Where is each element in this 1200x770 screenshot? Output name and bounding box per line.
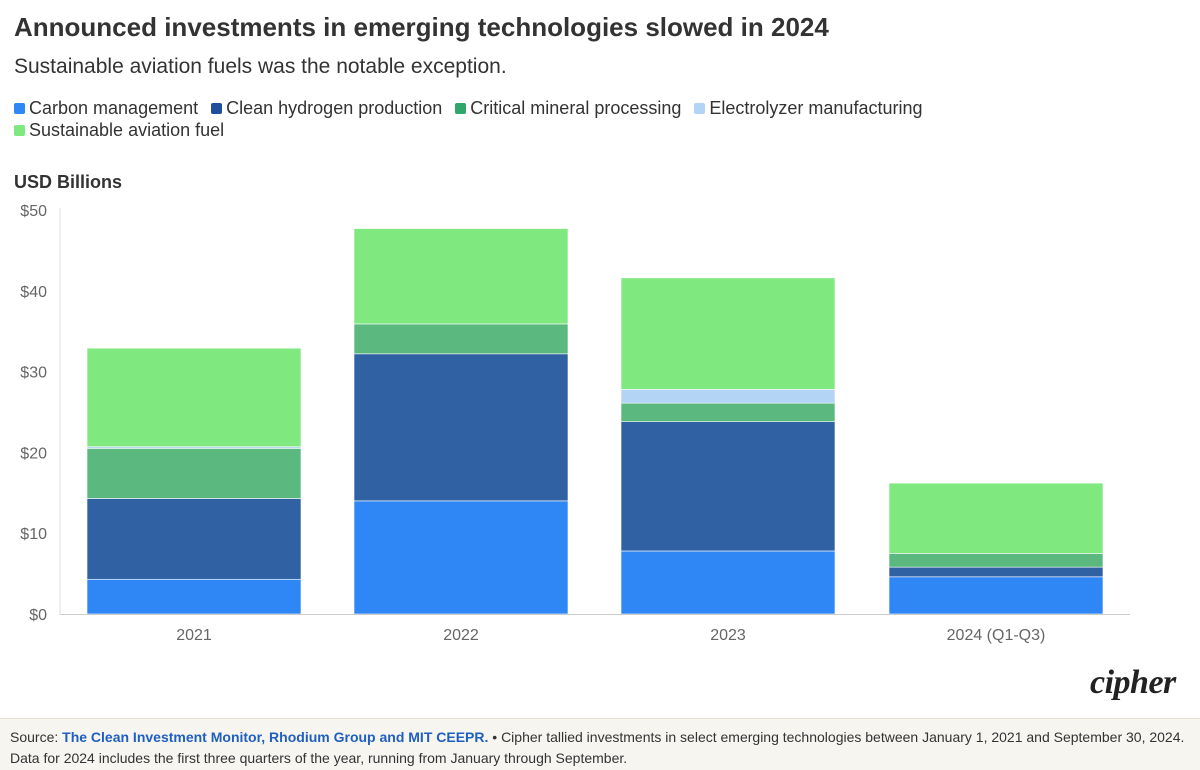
legend-item-carbon-management[interactable]: Carbon management: [14, 97, 198, 119]
bar-segment: [620, 402, 836, 422]
bar-segment: [620, 550, 836, 615]
stacked-bar-chart: $0 $10 $20 $30 $40 $50 2021 2022 2023 2024 (Q1-Q3…: [20, 203, 1130, 644]
legend-label: Critical mineral processing: [470, 98, 682, 118]
source-note: • Cipher tallied investments in select e…: [10, 729, 1185, 766]
legend-item-electrolyzer[interactable]: Electrolyzer manufacturing: [694, 97, 922, 119]
y-tick-label: $20: [20, 445, 47, 462]
bar-segment: [620, 421, 836, 552]
bar-segment: [353, 500, 569, 615]
bar-segment: [620, 277, 836, 390]
source-prefix: Source:: [10, 729, 63, 745]
x-tick-label: 2023: [710, 627, 746, 644]
chart-subtitle: Sustainable aviation fuels was the notab…: [14, 55, 507, 78]
y-tick-label: $0: [29, 607, 47, 624]
bar-segment: [888, 566, 1104, 578]
legend-label: Carbon management: [29, 98, 199, 118]
legend-label: Clean hydrogen production: [226, 98, 443, 118]
chart-title: Announced investments in emerging techno…: [14, 12, 829, 42]
bar-segment: [888, 576, 1104, 615]
y-tick-label: $50: [20, 203, 47, 220]
cipher-logo: cipher: [1090, 664, 1176, 701]
legend-swatch: [694, 103, 706, 114]
legend: Carbon management Clean hydrogen product…: [14, 97, 1014, 141]
x-tick-label: 2021: [176, 627, 212, 644]
y-tick-label: $30: [20, 365, 47, 382]
bar-segment: [86, 578, 302, 615]
legend-item-sustainable-aviation-fuel[interactable]: Sustainable aviation fuel: [14, 119, 1006, 141]
x-tick-label: 2024 (Q1-Q3): [947, 627, 1046, 644]
legend-item-critical-mineral[interactable]: Critical mineral processing: [455, 97, 681, 119]
legend-swatch: [14, 125, 25, 136]
bar-segment: [620, 389, 836, 404]
y-axis-unit-label: USD Billions: [14, 172, 123, 192]
bar-segment: [353, 353, 569, 502]
legend-item-clean-hydrogen[interactable]: Clean hydrogen production: [211, 97, 442, 119]
legend-swatch: [14, 103, 25, 114]
y-tick-label: $10: [20, 526, 47, 543]
legend-label: Electrolyzer manufacturing: [709, 98, 923, 118]
bar-segment: [86, 347, 302, 448]
bar-segment: [353, 323, 569, 355]
source-link[interactable]: The Clean Investment Monitor, Rhodium Gr…: [62, 729, 489, 745]
bar-segment: [86, 448, 302, 499]
legend-swatch: [455, 103, 467, 114]
x-tick-label: 2022: [443, 627, 479, 644]
bar-segment: [86, 498, 302, 580]
legend-swatch: [211, 103, 223, 114]
bar-segment: [888, 482, 1104, 554]
footer-source-text: Source: The Clean Investment Monitor, Rh…: [10, 727, 1185, 769]
y-tick-label: $40: [20, 284, 47, 301]
bar-segment: [888, 553, 1104, 568]
bar-segment: [353, 228, 569, 325]
footer: Source: The Clean Investment Monitor, Rh…: [0, 718, 1200, 770]
legend-label: Sustainable aviation fuel: [29, 120, 225, 140]
